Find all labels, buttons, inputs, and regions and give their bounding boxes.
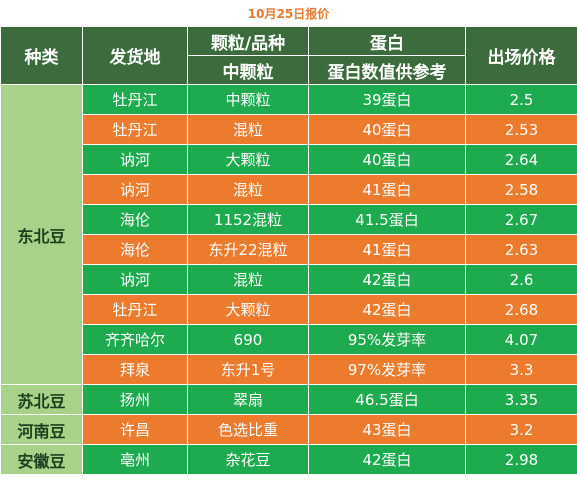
price-cell: 3.3 (465, 354, 577, 385)
header-grain: 颗粒/品种 (187, 26, 309, 56)
page-title: 10月25日报价 (247, 6, 330, 21)
price-cell: 2.98 (465, 444, 577, 475)
protein-cell: 42蛋白 (308, 444, 466, 475)
category-cell: 河南豆 (0, 414, 83, 445)
header-price: 出场价格 (465, 26, 577, 85)
price-cell: 2.67 (465, 204, 577, 235)
origin-cell: 拜泉 (82, 354, 188, 385)
grain-cell: 东升22混粒 (187, 234, 309, 265)
table-row: 牡丹江 混粒 40蛋白 2.53 (1, 114, 577, 145)
grain-cell: 1152混粒 (187, 204, 309, 235)
protein-cell: 97%发芽率 (308, 354, 466, 385)
category-cell: 东北豆 (0, 84, 83, 385)
price-cell: 2.5 (465, 84, 577, 115)
origin-cell: 讷河 (82, 264, 188, 295)
table-body: 东北豆 牡丹江 中颗粒 39蛋白 2.5 牡丹江 混粒 40蛋白 2.53 讷河 大颗粒 40蛋白 2.… (0, 84, 577, 475)
protein-cell: 41蛋白 (308, 234, 466, 265)
table-row: 海伦 1152混粒 41.5蛋白 2.67 (1, 204, 577, 235)
header-origin: 发货地 (82, 26, 188, 85)
grain-cell: 中颗粒 (187, 84, 309, 115)
header-protein: 蛋白 (308, 26, 466, 56)
grain-cell: 大颗粒 (187, 144, 309, 175)
grain-cell: 大颗粒 (187, 294, 309, 325)
grain-cell: 混粒 (187, 264, 309, 295)
price-cell: 2.6 (465, 264, 577, 295)
price-cell: 3.2 (465, 414, 577, 445)
grain-cell: 翠扇 (187, 384, 309, 415)
price-cell: 2.63 (465, 234, 577, 265)
origin-cell: 牡丹江 (82, 84, 188, 115)
table-row: 拜泉 东升1号 97%发芽率 3.3 (1, 354, 577, 385)
protein-cell: 41.5蛋白 (308, 204, 466, 235)
protein-cell: 42蛋白 (308, 264, 466, 295)
protein-cell: 39蛋白 (308, 84, 466, 115)
protein-cell: 42蛋白 (308, 294, 466, 325)
protein-cell: 40蛋白 (308, 144, 466, 175)
price-cell: 3.35 (465, 384, 577, 415)
price-cell: 2.58 (465, 174, 577, 205)
category-cell: 苏北豆 (0, 384, 83, 415)
origin-cell: 牡丹江 (82, 114, 188, 145)
table-row: 海伦 东升22混粒 41蛋白 2.63 (1, 234, 577, 265)
price-cell: 2.64 (465, 144, 577, 175)
grain-cell: 东升1号 (187, 354, 309, 385)
price-cell: 2.68 (465, 294, 577, 325)
protein-cell: 95%发芽率 (308, 324, 466, 355)
header-protein-sub: 蛋白数值供参考 (308, 55, 466, 85)
header-grain-sub: 中颗粒 (187, 55, 309, 85)
origin-cell: 许昌 (82, 414, 188, 445)
table-row: 牡丹江 大颗粒 42蛋白 2.68 (1, 294, 577, 325)
grain-cell: 混粒 (187, 174, 309, 205)
table-row: 河南豆 许昌 色选比重 43蛋白 3.2 (0, 414, 577, 445)
origin-cell: 齐齐哈尔 (82, 324, 188, 355)
price-cell: 4.07 (465, 324, 577, 355)
table-row: 讷河 大颗粒 40蛋白 2.64 (1, 144, 577, 175)
origin-cell: 牡丹江 (82, 294, 188, 325)
grain-cell: 690 (187, 324, 309, 355)
table-row: 苏北豆 扬州 翠扇 46.5蛋白 3.35 (0, 384, 577, 415)
table-row: 讷河 混粒 42蛋白 2.6 (1, 264, 577, 295)
protein-cell: 46.5蛋白 (308, 384, 466, 415)
origin-cell: 亳州 (82, 444, 188, 475)
grain-cell: 色选比重 (187, 414, 309, 445)
protein-cell: 41蛋白 (308, 174, 466, 205)
origin-cell: 海伦 (82, 234, 188, 265)
price-cell: 2.53 (465, 114, 577, 145)
table-row: 安徽豆 亳州 杂花豆 42蛋白 2.98 (0, 444, 577, 475)
category-cell: 安徽豆 (0, 444, 83, 475)
table-row: 讷河 混粒 41蛋白 2.58 (1, 174, 577, 205)
price-table: 种类 发货地 颗粒/品种 蛋白 出场价格 中颗粒 蛋白数值供参考 东北豆 牡丹江中… (0, 26, 577, 475)
protein-cell: 40蛋白 (308, 114, 466, 145)
protein-cell: 43蛋白 (308, 414, 466, 445)
origin-cell: 讷河 (82, 144, 188, 175)
origin-cell: 讷河 (82, 174, 188, 205)
grain-cell: 混粒 (187, 114, 309, 145)
header-type: 种类 (0, 26, 83, 85)
table-row: 东北豆 牡丹江 中颗粒 39蛋白 2.5 (0, 84, 577, 385)
grain-cell: 杂花豆 (187, 444, 309, 475)
origin-cell: 扬州 (82, 384, 188, 415)
origin-cell: 海伦 (82, 204, 188, 235)
table-row: 齐齐哈尔 690 95%发芽率 4.07 (1, 324, 577, 355)
